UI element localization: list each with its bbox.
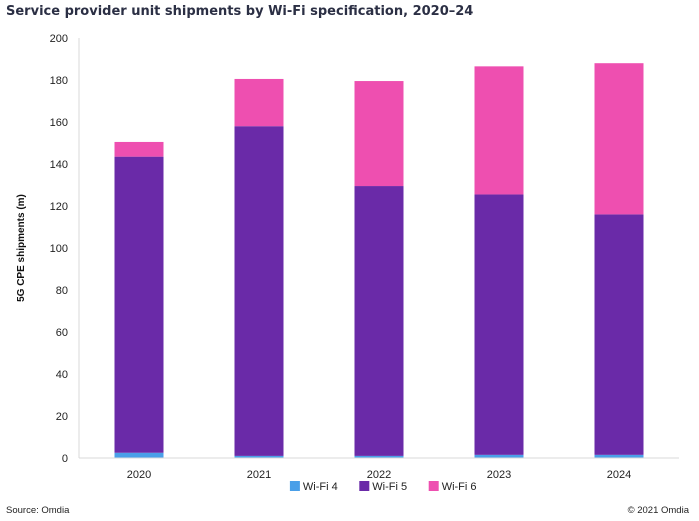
chart-title: Service provider unit shipments by Wi-Fi…	[6, 4, 474, 19]
y-tick-label: 200	[50, 33, 68, 45]
legend-swatch-wi-fi-4	[289, 481, 300, 491]
x-axis-ticks: 2020 2021 2022 2023 2024	[127, 469, 631, 481]
bar-wi-fi-5-2023	[474, 194, 524, 455]
bar-wi-fi-6-2023	[474, 66, 524, 195]
y-tick-label: 100	[50, 243, 68, 255]
y-tick-label: 120	[50, 201, 68, 213]
bars	[114, 63, 644, 458]
legend-swatch-wi-fi-6	[428, 481, 439, 491]
legend: Wi-Fi 4 Wi-Fi 5 Wi-Fi 6	[289, 481, 477, 493]
x-tick-label: 2021	[247, 469, 271, 481]
y-tick-label: 20	[56, 411, 68, 423]
bar-wi-fi-6-2024	[594, 63, 644, 215]
y-tick-label: 80	[56, 285, 68, 297]
copyright-note: © 2021 Omdia	[627, 505, 689, 516]
legend-swatch-wi-fi-5	[359, 481, 370, 491]
bar-wi-fi-6-2022	[354, 81, 404, 187]
bar-wi-fi-4-2022	[354, 455, 404, 458]
y-tick-label: 180	[50, 75, 68, 87]
y-tick-label: 60	[56, 327, 68, 339]
x-tick-label: 2022	[367, 469, 391, 481]
x-tick-label: 2023	[487, 469, 511, 481]
x-tick-label: 2024	[607, 469, 631, 481]
y-tick-label: 140	[50, 159, 68, 171]
legend-label: Wi-Fi 6	[442, 481, 477, 493]
bar-wi-fi-6-2020	[114, 141, 164, 157]
y-tick-label: 0	[62, 453, 68, 465]
bar-wi-fi-5-2021	[234, 126, 284, 456]
legend-label: Wi-Fi 4	[303, 481, 338, 493]
bar-wi-fi-5-2024	[594, 214, 644, 455]
bar-wi-fi-4-2023	[474, 454, 524, 458]
y-tick-label: 160	[50, 117, 68, 129]
y-tick-label: 40	[56, 369, 68, 381]
source-note: Source: Omdia	[6, 505, 70, 516]
y-axis-title: 5G CPE shipments (m)	[16, 194, 27, 302]
bar-wi-fi-4-2021	[234, 455, 284, 458]
legend-label: Wi-Fi 5	[372, 481, 407, 493]
bar-wi-fi-6-2021	[234, 78, 284, 127]
bar-wi-fi-5-2020	[114, 156, 164, 453]
x-tick-label: 2020	[127, 469, 151, 481]
bar-wi-fi-5-2022	[354, 186, 404, 456]
y-axis-ticks: 0 20 40 60 80 100 120 140 160 180 200	[50, 33, 68, 465]
bar-wi-fi-4-2020	[114, 452, 164, 458]
bar-wi-fi-4-2024	[594, 454, 644, 458]
